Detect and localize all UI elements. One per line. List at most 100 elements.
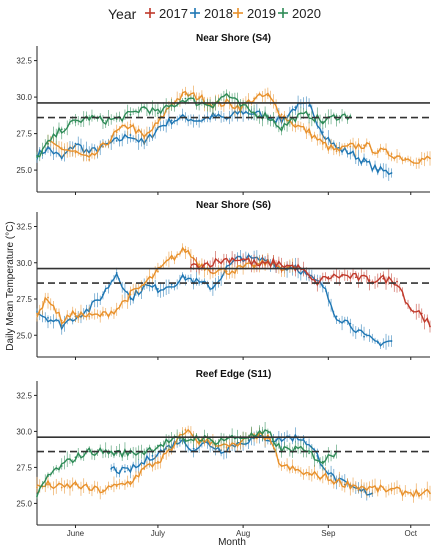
data-point (129, 123, 132, 126)
data-point (376, 169, 379, 172)
data-point (286, 264, 288, 267)
data-point (74, 142, 77, 145)
data-point (151, 454, 154, 457)
data-point (102, 489, 104, 492)
data-point (280, 465, 283, 467)
legend-label-2018: 2018 (204, 6, 233, 21)
data-point (36, 312, 38, 315)
series-line-2019 (36, 428, 431, 499)
data-point (184, 248, 187, 251)
data-point (115, 485, 118, 488)
data-point (349, 115, 352, 117)
data-point (382, 277, 385, 280)
data-point (429, 157, 431, 160)
data-point (266, 115, 269, 117)
data-point (211, 440, 214, 443)
data-point (157, 112, 159, 115)
data-point (253, 112, 256, 115)
panel-2: Near Shore (S6) 25.0 27.5 30.0 32.5 (16, 200, 431, 360)
x-tick-label: Oct (405, 529, 418, 538)
data-point (335, 480, 338, 483)
data-point (231, 257, 234, 260)
y-tick-label: 25.0 (16, 166, 32, 175)
data-point (409, 308, 412, 311)
data-point (368, 279, 371, 282)
data-point (321, 121, 324, 123)
data-point (418, 158, 420, 161)
data-point (294, 469, 297, 472)
data-point (129, 298, 132, 300)
data-point (211, 103, 214, 106)
data-point (349, 151, 352, 154)
x-axis-title: Month (218, 537, 246, 548)
data-point (363, 335, 365, 338)
legend-entries: 2017 2018 2019 2020 (145, 6, 321, 21)
data-point (354, 276, 357, 279)
data-point (280, 113, 283, 116)
data-point (294, 106, 297, 109)
data-point (341, 274, 343, 277)
data-point (124, 470, 126, 473)
data-point (253, 433, 256, 436)
data-point (129, 134, 132, 136)
data-point (143, 283, 146, 286)
panel-title: Near Shore (S4) (196, 33, 271, 44)
data-point (60, 486, 63, 489)
y-axis-title: Daily Mean Temperature (°C) (5, 221, 16, 350)
data-point (184, 93, 187, 96)
data-point (36, 486, 38, 489)
data-point (102, 293, 104, 296)
data-point (321, 460, 324, 463)
legend-entry-2018: 2018 (190, 6, 233, 21)
legend-entry-2020: 2020 (278, 6, 321, 21)
series-2017 (190, 250, 431, 333)
data-point (115, 118, 118, 120)
data-point (129, 480, 132, 483)
data-point (198, 263, 201, 266)
y-tick-label: 30.0 (16, 259, 32, 268)
data-point (294, 447, 297, 450)
data-point (258, 264, 261, 267)
data-point (143, 450, 146, 453)
data-point (157, 444, 159, 447)
x-tick-label: June (67, 529, 85, 538)
data-point (404, 490, 407, 493)
data-point (225, 118, 228, 120)
y-tick-label: 25.0 (16, 499, 32, 508)
data-point (206, 442, 209, 444)
data-point (244, 258, 247, 261)
data-point (239, 104, 242, 107)
data-point (211, 286, 214, 289)
data-point (184, 97, 187, 100)
data-point (115, 272, 118, 274)
data-point (170, 119, 173, 122)
series-line-2019 (48, 90, 431, 164)
panel-3: Reef Edge (S11) 25.0 27.5 30.0 32.5 June July A… (16, 369, 431, 538)
data-point (280, 126, 283, 129)
data-point (225, 270, 228, 273)
series-2020 (36, 89, 352, 162)
data-point (198, 96, 201, 98)
data-point (203, 263, 206, 266)
data-point (143, 467, 146, 470)
data-point (74, 151, 77, 154)
data-point (143, 137, 146, 139)
series-2019 (47, 85, 431, 169)
data-point (170, 257, 173, 260)
panel-title: Reef Edge (S11) (196, 369, 272, 380)
data-point (321, 285, 324, 287)
data-point (363, 160, 365, 163)
data-point (184, 429, 187, 431)
data-point (129, 452, 132, 454)
data-point (47, 316, 49, 319)
data-point (266, 94, 269, 97)
data-point (198, 119, 201, 122)
data-point (115, 140, 118, 142)
y-tick-label: 27.5 (16, 295, 32, 304)
y-tick-label: 30.0 (16, 427, 32, 436)
data-point (349, 145, 352, 148)
data-point (36, 311, 38, 313)
data-point (239, 443, 242, 446)
legend-label-2020: 2020 (292, 6, 321, 21)
data-point (47, 483, 49, 486)
